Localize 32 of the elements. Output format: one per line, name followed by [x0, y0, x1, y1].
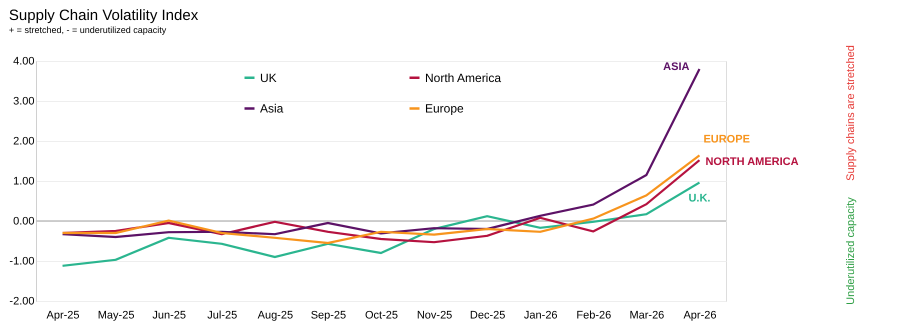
- annotation: EUROPE: [703, 133, 750, 146]
- annotation: NORTH AMERICA: [705, 156, 799, 168]
- legend-label: UK: [260, 70, 277, 85]
- y-tick-label: 3.00: [13, 96, 34, 108]
- legend-label: North America: [425, 70, 502, 85]
- y-tick-label: -2.00: [9, 296, 34, 308]
- x-tick-label: Oct-25: [364, 310, 398, 322]
- y-tick-label: 2.00: [13, 136, 34, 148]
- x-tick-label: Jan-26: [524, 310, 558, 322]
- x-tick-label: May-25: [98, 310, 134, 322]
- chart-title: Supply Chain Volatility Index: [8, 7, 199, 24]
- legend-label: Europe: [425, 102, 464, 116]
- x-tick-label: Sep-25: [310, 310, 346, 322]
- x-tick-label: Jul-25: [207, 310, 238, 322]
- x-tick-label: Dec-25: [470, 310, 506, 322]
- x-tick-label: Apr-25: [46, 310, 80, 322]
- legend-label: Asia: [260, 102, 284, 116]
- annotation: ASIA: [663, 61, 690, 73]
- y-tick-label: 4.00: [13, 56, 34, 68]
- y-tick-label: 0.00: [13, 216, 34, 228]
- y-tick-label: 1.00: [13, 176, 34, 188]
- text: Underutilized capacity: [845, 196, 857, 305]
- y-tick-label: -1.00: [9, 256, 34, 268]
- x-tick-label: Jun-25: [152, 310, 186, 322]
- chart-subtitle: + = stretched, - = underutilized capacity: [8, 25, 167, 36]
- annotation: U.K.: [688, 192, 710, 205]
- text: Supply chains are stretched: [845, 45, 857, 181]
- x-tick-label: Apr-26: [683, 310, 716, 322]
- x-tick-label: Nov-25: [416, 310, 452, 322]
- x-tick-label: Feb-26: [576, 310, 612, 322]
- x-tick-label: Aug-25: [258, 310, 294, 322]
- x-tick-label: Mar-26: [629, 310, 664, 322]
